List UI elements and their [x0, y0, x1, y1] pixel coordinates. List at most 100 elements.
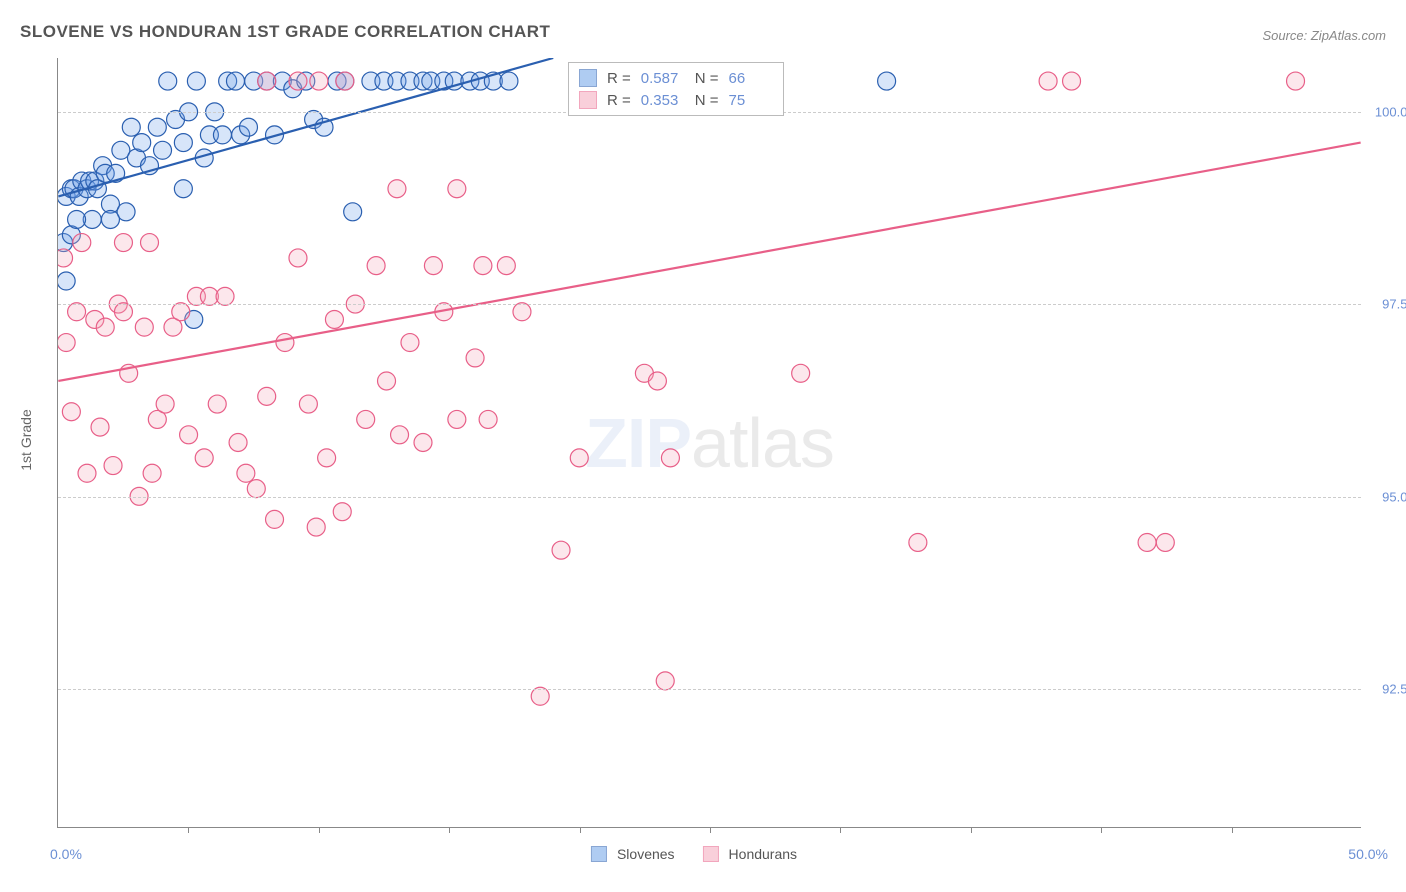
- data-point: [73, 172, 91, 190]
- data-point: [258, 72, 276, 90]
- source-attribution: Source: ZipAtlas.com: [1262, 28, 1386, 43]
- data-point: [141, 157, 159, 175]
- data-point: [497, 257, 515, 275]
- y-tick-label: 95.0%: [1369, 489, 1406, 504]
- data-point: [500, 72, 518, 90]
- data-point: [101, 211, 119, 229]
- data-point: [479, 410, 497, 428]
- data-point: [120, 364, 138, 382]
- data-point: [909, 533, 927, 551]
- data-point: [143, 464, 161, 482]
- data-point: [107, 164, 125, 182]
- series-label: Slovenes: [617, 846, 675, 862]
- data-point: [58, 187, 75, 205]
- trendline: [58, 58, 553, 196]
- x-axis-max-label: 50.0%: [1348, 846, 1388, 862]
- data-point: [117, 203, 135, 221]
- gridline-h: [58, 304, 1361, 305]
- data-point: [414, 434, 432, 452]
- data-point: [73, 234, 91, 252]
- data-point: [159, 72, 177, 90]
- data-point: [273, 72, 291, 90]
- data-point: [96, 164, 114, 182]
- legend-r-value: 0.587: [641, 70, 685, 87]
- data-point: [133, 134, 151, 152]
- data-point: [388, 180, 406, 198]
- data-point: [96, 318, 114, 336]
- plot-area: ZIPatlas 92.5%95.0%97.5%100.0%: [57, 58, 1361, 828]
- legend-n-label: N =: [695, 92, 719, 109]
- data-point: [1063, 72, 1081, 90]
- data-point: [58, 334, 75, 352]
- legend-r-value: 0.353: [641, 92, 685, 109]
- data-point: [484, 72, 502, 90]
- data-point: [315, 118, 333, 136]
- data-point: [878, 72, 896, 90]
- data-point: [237, 464, 255, 482]
- data-point: [187, 72, 205, 90]
- data-point: [336, 72, 354, 90]
- y-axis-title: 1st Grade: [18, 409, 34, 470]
- x-tick: [319, 827, 320, 833]
- legend-n-label: N =: [695, 70, 719, 87]
- data-point: [328, 72, 346, 90]
- data-point: [94, 157, 112, 175]
- data-point: [1138, 533, 1156, 551]
- data-point: [86, 172, 104, 190]
- data-point: [266, 510, 284, 528]
- data-point: [325, 310, 343, 328]
- data-point: [156, 395, 174, 413]
- data-point: [445, 72, 463, 90]
- data-point: [401, 334, 419, 352]
- data-point: [68, 211, 86, 229]
- data-point: [448, 410, 466, 428]
- data-point: [164, 318, 182, 336]
- data-point: [62, 180, 80, 198]
- data-point: [213, 126, 231, 144]
- data-point: [208, 395, 226, 413]
- data-point: [88, 180, 106, 198]
- data-point: [318, 449, 336, 467]
- data-point: [289, 72, 307, 90]
- legend-swatch: [579, 69, 597, 87]
- data-point: [216, 287, 234, 305]
- data-point: [135, 318, 153, 336]
- data-point: [83, 211, 101, 229]
- data-point: [247, 480, 265, 498]
- data-point: [232, 126, 250, 144]
- data-point: [226, 72, 244, 90]
- data-point: [336, 72, 354, 90]
- data-point: [422, 72, 440, 90]
- data-point: [187, 287, 205, 305]
- data-point: [344, 203, 362, 221]
- data-point: [276, 334, 294, 352]
- data-point: [391, 426, 409, 444]
- y-tick-label: 100.0%: [1369, 104, 1406, 119]
- series-label: Hondurans: [729, 846, 798, 862]
- data-point: [172, 303, 190, 321]
- correlation-legend: R =0.587N =66R =0.353N =75: [568, 62, 784, 116]
- data-point: [266, 126, 284, 144]
- data-point: [513, 303, 531, 321]
- legend-row: R =0.353N =75: [579, 89, 773, 111]
- legend-r-label: R =: [607, 70, 631, 87]
- data-point: [62, 403, 80, 421]
- data-point: [333, 503, 351, 521]
- data-point: [471, 72, 489, 90]
- data-point: [114, 303, 132, 321]
- data-point: [552, 541, 570, 559]
- legend-swatch: [579, 91, 597, 109]
- data-point: [461, 72, 479, 90]
- data-point: [81, 172, 99, 190]
- legend-row: R =0.587N =66: [579, 67, 773, 89]
- data-point: [388, 72, 406, 90]
- data-point: [474, 257, 492, 275]
- data-point: [127, 149, 145, 167]
- data-point: [167, 111, 185, 129]
- trendline: [58, 143, 1360, 381]
- y-tick-label: 97.5%: [1369, 297, 1406, 312]
- y-tick-label: 92.5%: [1369, 682, 1406, 697]
- data-point: [258, 72, 276, 90]
- data-point: [424, 257, 442, 275]
- x-tick: [840, 827, 841, 833]
